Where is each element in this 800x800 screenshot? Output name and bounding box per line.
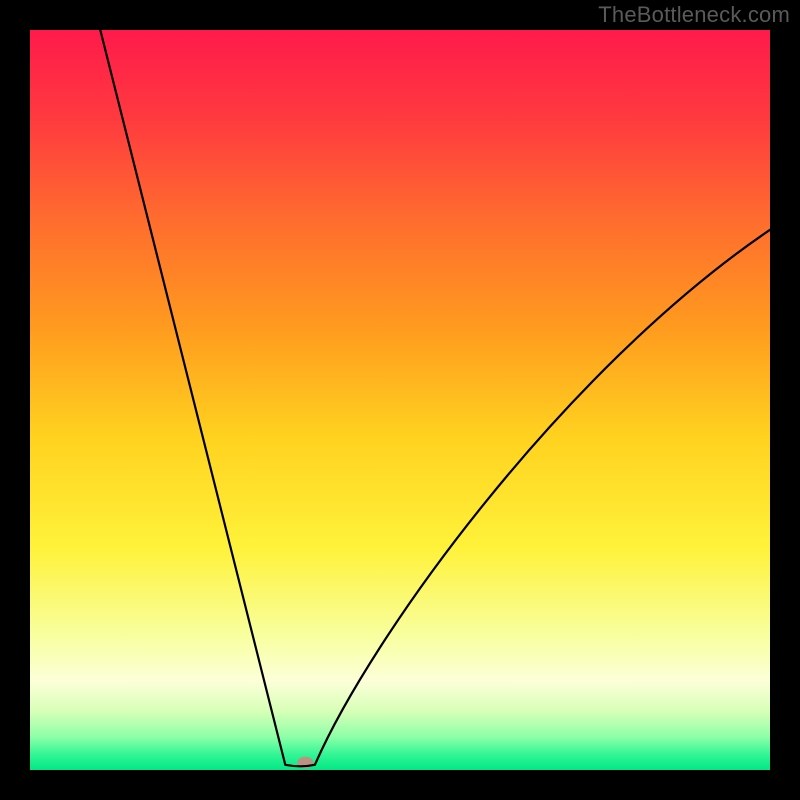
- gradient-plot-area: [30, 30, 770, 770]
- watermark-text: TheBottleneck.com: [598, 2, 790, 28]
- bottleneck-chart: [0, 0, 800, 800]
